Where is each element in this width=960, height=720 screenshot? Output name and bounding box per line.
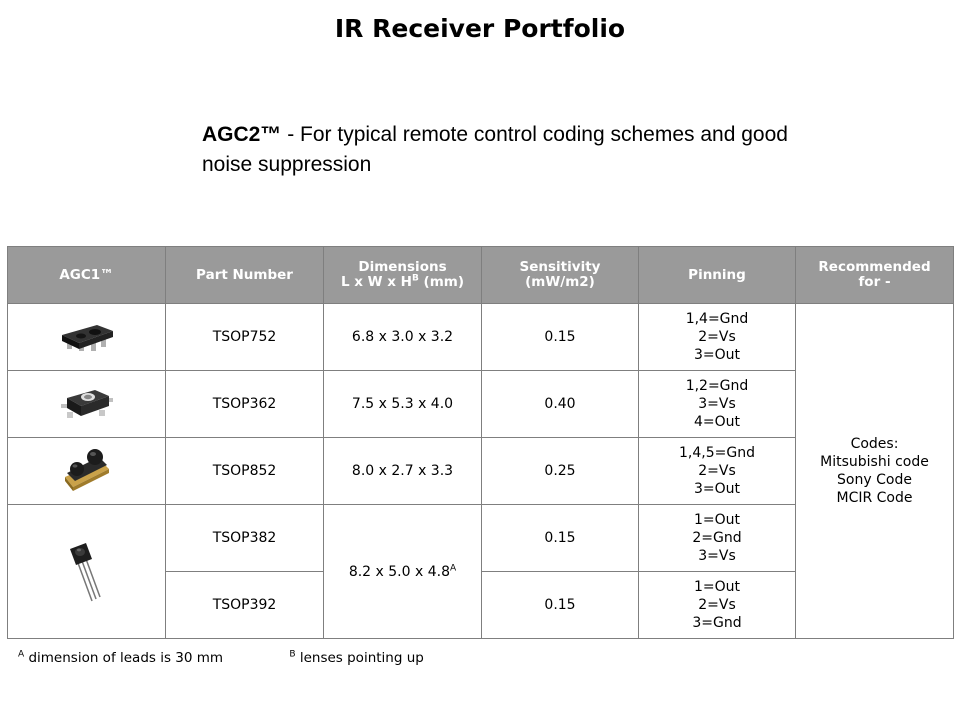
sensitivity-cell: 0.15 — [481, 504, 639, 572]
pin-line: 3=Vs — [698, 396, 736, 412]
shared-dimensions-text: 8.2 x 5.0 x 4.8 — [348, 563, 450, 580]
header-pinning: Pinning — [638, 246, 796, 304]
smd-dome-package-icon — [64, 449, 109, 491]
header-dimensions-line2-pre: L x W x H — [340, 274, 412, 290]
sensitivity-cell: 0.25 — [481, 437, 639, 505]
pin-line: 3=Vs — [698, 548, 736, 564]
pinning-cell: 1,2=Gnd 3=Vs 4=Out — [638, 370, 796, 438]
recommended-line: Sony Code — [837, 472, 912, 488]
table-row: TSOP362 7.5 x 5.3 x 4.0 0.40 1,2=Gnd 3=V… — [7, 370, 954, 438]
leaded-package-icon — [69, 542, 101, 601]
pin-line: 1=Out — [693, 579, 741, 595]
recommended-line: Mitsubishi code — [820, 454, 929, 470]
page-title: IR Receiver Portfolio — [334, 14, 626, 43]
subtitle-bold: AGC2™ — [202, 123, 282, 146]
smd-flat-package-icon — [61, 325, 113, 351]
header-sensitivity: Sensitivity (mW/m2) — [481, 246, 639, 304]
pin-line: 2=Vs — [698, 597, 736, 613]
part-number-cell: TSOP392 — [165, 571, 324, 639]
header-recommended: Recommended for - — [795, 246, 954, 304]
pinning-cell: 1,4,5=Gnd 2=Vs 3=Out — [638, 437, 796, 505]
footnote-a-text: dimension of leads is 30 mm — [24, 650, 224, 666]
pin-line: 1=Out — [693, 512, 741, 528]
sensitivity-cell: 0.40 — [481, 370, 639, 438]
pin-line: 2=Vs — [698, 463, 736, 479]
header-sensitivity-line2: (mW/m2) — [525, 274, 595, 290]
sensitivity-cell: 0.15 — [481, 571, 639, 639]
recommended-cell: Codes: Mitsubishi code Sony Code MCIR Co… — [795, 303, 954, 639]
shared-dimensions-sup: A — [450, 562, 457, 573]
pin-line: 3=Out — [693, 481, 741, 497]
pin-line: 1,4,5=Gnd — [679, 445, 755, 461]
header-recommended-line1: Recommended — [818, 259, 931, 275]
smd-gullwing-package-icon — [60, 390, 113, 418]
dimensions-cell-shared: 8.2 x 5.0 x 4.8A — [323, 504, 482, 639]
subtitle: AGC2™ - For typical remote control codin… — [202, 120, 802, 180]
table-row: TSOP392 0.15 1=Out 2=Vs 3=Gnd — [8, 571, 954, 639]
subtitle-text: - For typical remote control coding sche… — [202, 123, 788, 176]
header-agc: AGC1™ — [7, 246, 166, 304]
package-image-cell — [7, 437, 166, 505]
header-part-number: Part Number — [165, 246, 324, 304]
pin-line: 3=Out — [693, 347, 741, 363]
recommended-line: Codes: — [850, 436, 899, 452]
pin-line: 1,4=Gnd — [685, 311, 749, 327]
footnote-b-marker: B — [289, 649, 296, 660]
part-number-cell: TSOP362 — [165, 370, 324, 438]
pin-line: 1,2=Gnd — [685, 378, 749, 394]
pin-line: 4=Out — [693, 414, 741, 430]
footnote-a: A dimension of leads is 30 mm — [18, 650, 223, 666]
part-number-cell: TSOP752 — [165, 303, 324, 371]
sensitivity-cell: 0.15 — [481, 303, 639, 371]
recommended-line: MCIR Code — [836, 490, 913, 506]
header-dimensions-sup: B — [411, 273, 419, 284]
footnote-b-text: lenses pointing up — [295, 650, 424, 666]
header-dimensions: Dimensions L x W x HB (mm) — [323, 246, 482, 304]
dimensions-cell: 6.8 x 3.0 x 3.2 — [323, 303, 482, 371]
part-number-cell: TSOP852 — [165, 437, 324, 505]
package-image-cell — [7, 303, 166, 371]
table-row: TSOP752 6.8 x 3.0 x 3.2 0.15 1,4=Gnd 2=V… — [7, 303, 954, 639]
part-number-cell: TSOP382 — [165, 504, 324, 572]
pinning-cell: 1=Out 2=Vs 3=Gnd — [638, 571, 796, 639]
header-dimensions-line1: Dimensions — [358, 259, 447, 275]
pinning-cell: 1,4=Gnd 2=Vs 3=Out — [638, 303, 796, 371]
header-recommended-line2: for - — [858, 274, 891, 290]
pin-line: 2=Gnd — [692, 530, 742, 546]
dimensions-cell: 7.5 x 5.3 x 4.0 — [323, 370, 482, 438]
package-image-cell — [7, 504, 166, 639]
pin-line: 2=Vs — [698, 329, 736, 345]
footnotes: A dimension of leads is 30 mm B lenses p… — [18, 650, 486, 666]
header-dimensions-line2-post: (mm) — [418, 274, 465, 290]
pinning-cell: 1=Out 2=Gnd 3=Vs — [638, 504, 796, 572]
header-sensitivity-line1: Sensitivity — [519, 259, 601, 275]
table-header-row: AGC1™ Part Number Dimensions L x W x HB … — [7, 246, 954, 304]
dimensions-cell: 8.0 x 2.7 x 3.3 — [323, 437, 482, 505]
package-image-cell — [7, 370, 166, 438]
footnote-a-marker: A — [18, 649, 25, 660]
ir-receiver-table: AGC1™ Part Number Dimensions L x W x HB … — [7, 246, 954, 639]
footnote-b: B lenses pointing up — [289, 650, 423, 666]
pin-line: 3=Gnd — [692, 615, 742, 631]
